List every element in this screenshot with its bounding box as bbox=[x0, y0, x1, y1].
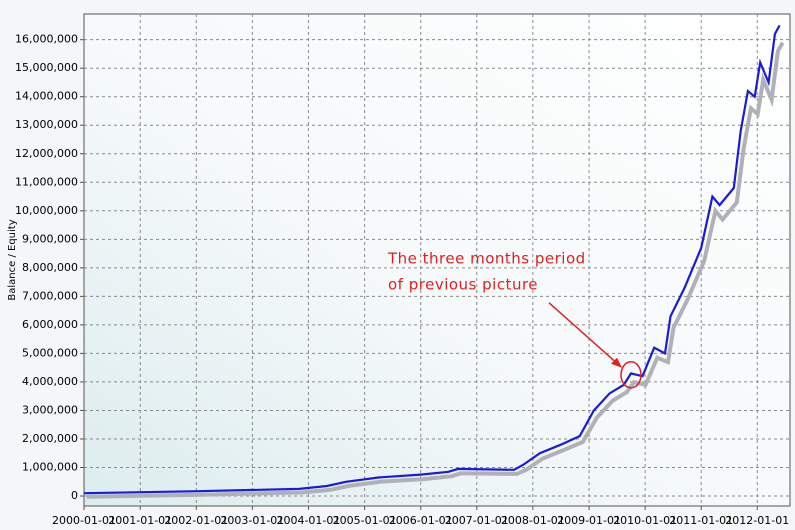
plot-area bbox=[83, 13, 791, 507]
y-tick-label: 14,000,000 bbox=[15, 90, 78, 103]
y-tick-label: 3,000,000 bbox=[22, 403, 78, 416]
x-tick-label: 2005-01-01 bbox=[333, 514, 397, 527]
x-tick-label: 2003-01-01 bbox=[220, 514, 284, 527]
y-tick-label: 10,000,000 bbox=[15, 204, 78, 217]
annotation-text: The three months period bbox=[387, 250, 586, 268]
y-tick-label: 2,000,000 bbox=[22, 432, 78, 445]
x-tick-label: 2002-01-01 bbox=[164, 514, 228, 527]
y-tick-label: 7,000,000 bbox=[22, 289, 78, 302]
y-tick-label: 16,000,000 bbox=[15, 33, 78, 46]
y-tick-label: 1,000,000 bbox=[22, 460, 78, 473]
x-tick-label: 2011-01-01 bbox=[669, 514, 733, 527]
x-tick-label: 2010-01-01 bbox=[613, 514, 677, 527]
y-tick-label: 13,000,000 bbox=[15, 118, 78, 131]
x-tick-label: 2012-01-01 bbox=[725, 514, 789, 527]
y-tick-label: 9,000,000 bbox=[22, 232, 78, 245]
x-tick-label: 2004-01-01 bbox=[276, 514, 340, 527]
y-tick-label: 6,000,000 bbox=[22, 318, 78, 331]
series-line bbox=[83, 24, 781, 495]
x-tick-label: 2001-01-01 bbox=[108, 514, 172, 527]
x-tick-label: 2008-01-01 bbox=[501, 514, 565, 527]
y-tick-label: 0 bbox=[71, 489, 78, 502]
y-tick-label: 15,000,000 bbox=[15, 61, 78, 74]
y-tick-label: 8,000,000 bbox=[22, 261, 78, 274]
annotation-arrow bbox=[548, 302, 622, 368]
y-tick-label: 5,000,000 bbox=[22, 346, 78, 359]
y-tick-label: 4,000,000 bbox=[22, 375, 78, 388]
annotation-arrowhead bbox=[611, 357, 623, 368]
x-tick-label: 2000-01-01 bbox=[52, 514, 116, 527]
y-tick-label: 12,000,000 bbox=[15, 147, 78, 160]
annotation-circle bbox=[620, 361, 642, 389]
x-tick-label: 2006-01-01 bbox=[389, 514, 453, 527]
annotation-text: of previous picture bbox=[388, 276, 538, 294]
y-tick-label: 11,000,000 bbox=[15, 175, 78, 188]
y-axis-label: Balance / Equity bbox=[7, 219, 18, 300]
x-tick-label: 2009-01-01 bbox=[557, 514, 621, 527]
x-tick-label: 2007-01-01 bbox=[445, 514, 509, 527]
